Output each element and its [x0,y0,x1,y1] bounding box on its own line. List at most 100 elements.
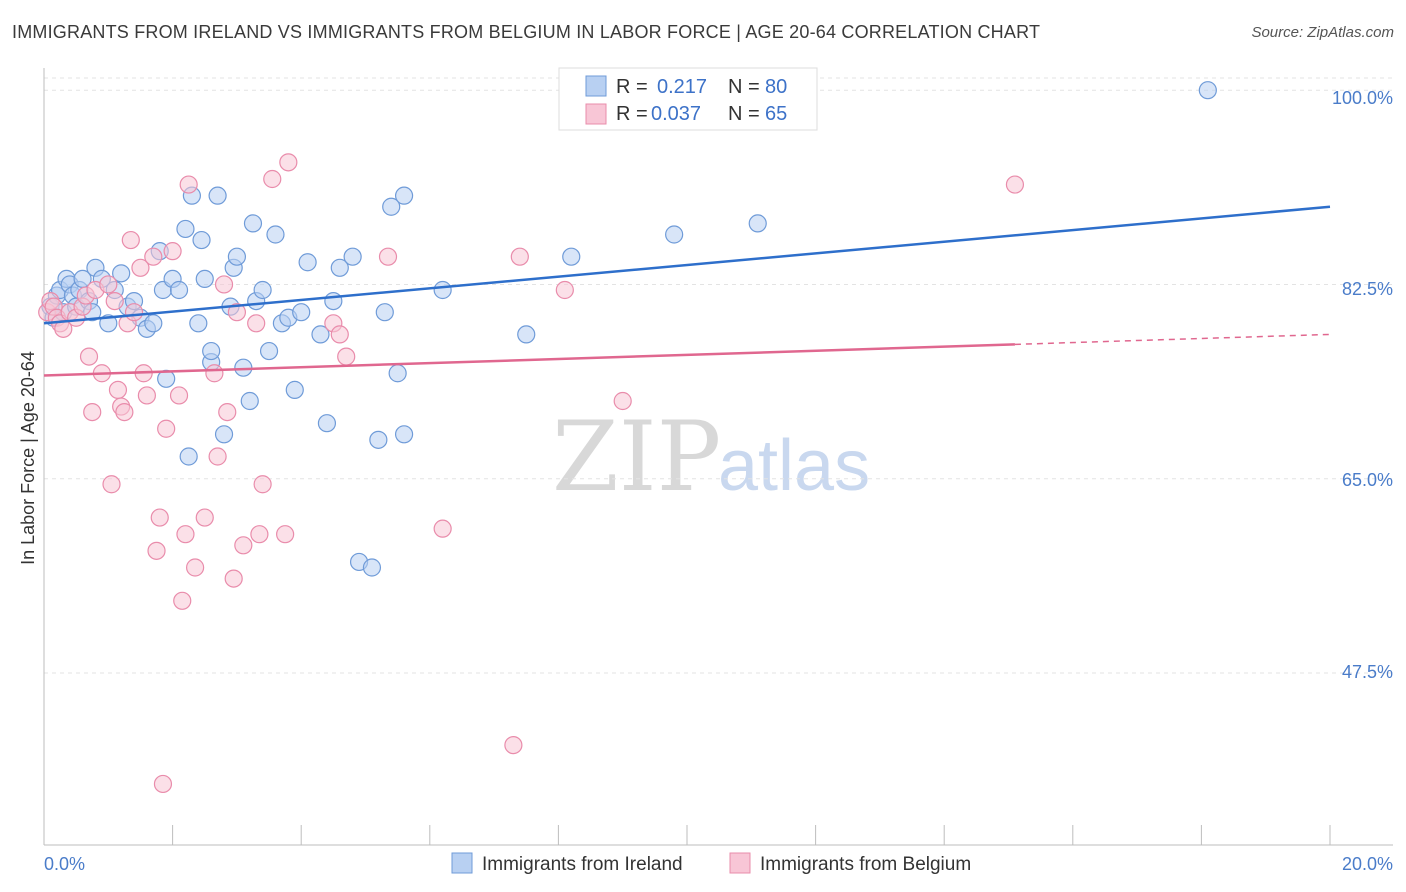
series-legend: Immigrants from Ireland Immigrants from … [451,852,971,875]
belgium-point-58 [555,280,574,300]
ireland-point-22 [144,314,163,333]
bottom-legend-swatch-belgium [729,852,751,874]
ireland-point-56 [330,258,349,277]
ireland-point-35 [202,341,221,361]
correlation-legend: R = 0.217 N = 80 R = 0.037 N = 65 [558,67,818,131]
legend-n-label-ireland: N = [728,76,760,98]
ireland-point-28 [176,219,195,239]
belgium-point-16 [105,292,124,311]
ireland-point-68 [562,247,581,266]
ireland-point-36 [208,186,227,205]
belgium-point-17 [108,380,128,399]
belgium-point-38 [205,364,224,383]
ireland-point-29 [179,447,198,466]
ireland-point-46 [259,341,279,361]
legend-n-value-belgium: 65 [765,103,787,125]
legend-n-value-ireland: 80 [765,76,787,98]
ireland-point-69 [665,225,684,244]
belgium-point-59 [613,391,632,411]
ireland-point-70 [748,214,767,233]
legend-swatch-belgium [585,103,607,125]
ireland-point-17 [112,264,131,283]
ireland-point-61 [375,303,394,322]
belgium-point-47 [253,475,272,494]
belgium-point-57 [510,247,529,266]
trend-line-ireland [43,205,1331,325]
ireland-point-45 [253,280,272,300]
ireland-point-47 [266,225,285,244]
bottom-legend-label-belgium: Immigrants from Belgium [760,854,971,875]
belgium-point-37 [195,508,214,527]
belgium-point-22 [124,303,144,322]
belgium-point-55 [433,519,452,538]
trend-line-belgium-extrapolated [1014,333,1331,346]
legend-r-label-ireland: R = [616,76,648,98]
belgium-point-49 [276,525,295,544]
legend-r-value-ireland: 0.217 [657,76,707,98]
belgium-point-48 [263,169,282,189]
legend-r-label-belgium: R = [616,103,648,125]
legend-n-label-belgium: N = [728,103,760,125]
ireland-point-37 [214,425,234,444]
belgium-point-35 [179,175,198,194]
belgium-point-52 [330,325,349,344]
chart-title: IMMIGRANTS FROM IRELAND VS IMMIGRANTS FR… [12,22,1041,42]
belgium-point-34 [176,525,195,544]
belgium-point-56 [504,735,523,755]
belgium-point-28 [150,508,169,527]
y-axis-label: In Labor Force | Age 20-64 [18,351,38,565]
belgium-point-50 [279,153,298,172]
watermark-atlas: atlas [718,426,870,506]
ireland-point-55 [324,292,343,311]
belgium-point-14 [99,275,118,294]
belgium-point-40 [214,275,234,294]
ireland-point-32 [192,230,211,250]
bottom-legend-swatch-ireland [451,852,473,874]
y-tick-label-82-5: 82.5% [1342,279,1393,299]
ireland-point-40 [227,247,246,266]
series-belgium-points [38,153,1025,794]
x-tick-label-max: 20.0% [1342,854,1393,874]
belgium-point-32 [169,386,189,405]
y-tick-label-100: 100.0% [1332,88,1393,108]
ireland-point-33 [195,269,214,288]
ireland-point-25 [157,369,176,388]
ireland-point-54 [317,414,337,433]
belgium-point-25 [137,386,156,405]
legend-swatch-ireland [585,75,607,97]
belgium-point-23 [131,258,150,277]
belgium-point-44 [234,536,253,555]
ireland-point-64 [394,186,414,205]
trend-line-belgium [43,343,1015,377]
belgium-point-53 [337,347,356,366]
belgium-point-11 [83,403,102,422]
belgium-point-45 [247,314,266,333]
ireland-point-62 [382,197,401,216]
belgium-point-60 [1005,175,1025,194]
belgium-point-39 [208,447,227,466]
ireland-point-59 [362,558,382,577]
axes [43,68,1393,846]
ireland-point-27 [169,280,189,300]
belgium-point-10 [79,347,99,366]
ireland-point-51 [292,303,311,322]
ireland-point-43 [243,214,263,233]
belgium-point-29 [153,774,173,794]
source-label: Source: ZipAtlas.com [1251,24,1394,41]
ireland-point-31 [189,314,208,333]
belgium-point-27 [147,541,166,560]
belgium-point-36 [186,558,205,577]
belgium-point-21 [121,230,140,250]
ireland-point-52 [298,253,317,272]
legend-r-value-belgium: 0.037 [651,103,701,125]
watermark-zip: ZIP [552,401,721,513]
belgium-point-42 [224,569,243,588]
belgium-point-15 [102,475,121,494]
belgium-point-41 [218,403,237,422]
ireland-point-66 [433,280,452,300]
belgium-point-33 [173,591,192,610]
belgium-point-43 [227,303,246,322]
ireland-point-67 [517,325,536,344]
ireland-point-42 [240,391,259,411]
